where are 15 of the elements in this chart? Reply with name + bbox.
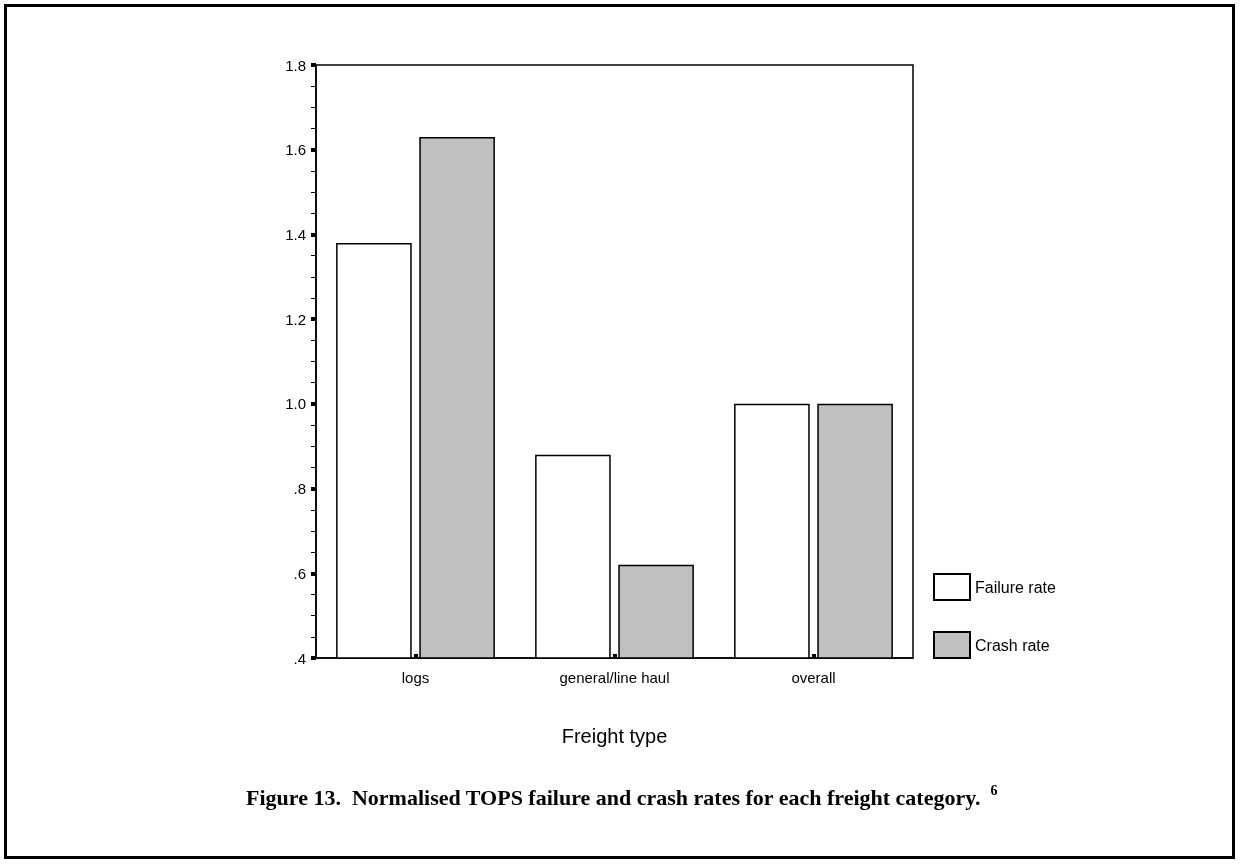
x-tick-label: general/line haul (559, 669, 670, 686)
y-tick-label: .6 (293, 564, 306, 582)
y-tick-label: .8 (293, 480, 306, 498)
x-axis-title: Freight type (561, 725, 668, 747)
x-tick-label: overall (791, 669, 836, 686)
y-tick-label: 1.2 (285, 310, 306, 328)
legend-label: Failure rate (975, 578, 1057, 596)
x-tick-label: logs (401, 669, 430, 686)
y-tick-label: 1.6 (285, 141, 306, 159)
y-tick-label: 1.8 (285, 56, 306, 74)
y-tick-label: .4 (293, 649, 306, 667)
y-tick-label: 1.4 (285, 225, 306, 243)
y-tick-label: 1.0 (285, 395, 306, 413)
text: Figure 13. Normalised TOPS failure and crash rates for each freight category. 6 (246, 782, 998, 810)
legend-label: Crash rate (975, 636, 1050, 654)
